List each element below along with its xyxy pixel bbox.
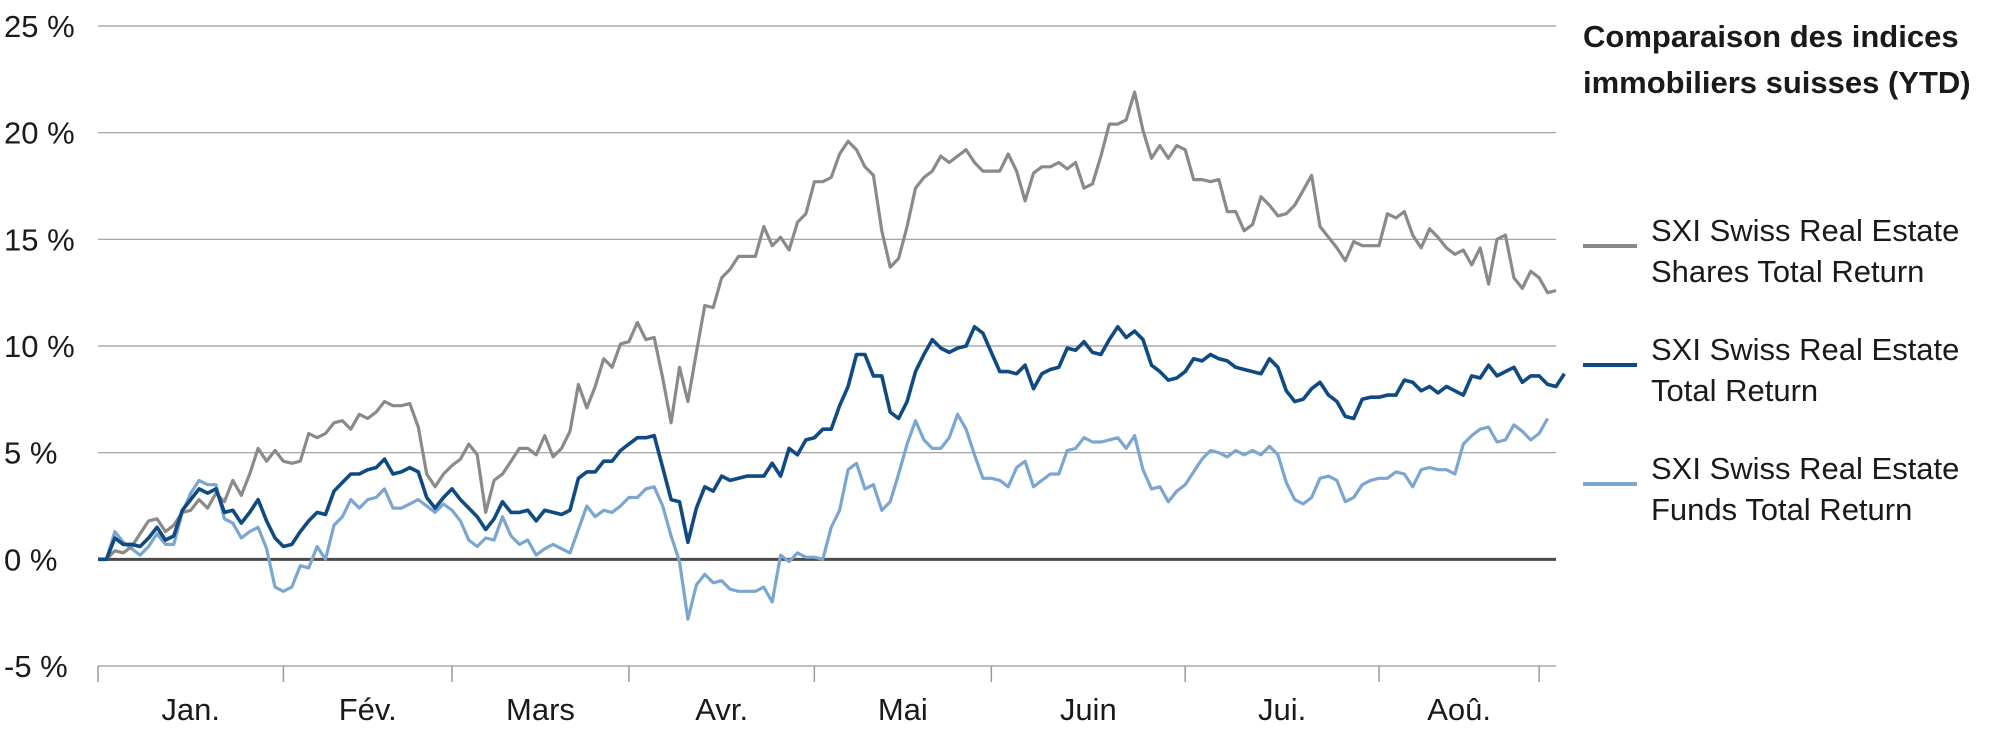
x-tick-label: Avr.	[695, 692, 748, 727]
series-line-funds	[98, 412, 1549, 621]
x-tick-label: Jui.	[1258, 692, 1306, 727]
gridlines	[98, 25, 1556, 667]
y-tick-label: 0 %	[4, 542, 57, 577]
x-tick-label: Mai	[878, 692, 928, 727]
series-lines	[98, 90, 1566, 621]
x-tick-label: Aoû.	[1427, 692, 1491, 727]
x-tick-label: Juin	[1060, 692, 1117, 727]
legend-swatch-funds	[1583, 482, 1637, 486]
legend-label-shares: SXI Swiss Real Estate Shares Total Retur…	[1651, 210, 1959, 292]
series-line-shares	[98, 90, 1557, 561]
y-tick-label: 5 %	[4, 436, 57, 471]
legend-swatch-total	[1583, 363, 1637, 367]
series-line-total	[98, 324, 1566, 562]
legend-label-total-line-2: Total Return	[1651, 373, 1819, 408]
chart-title-line-2: immobiliers suisses (YTD)	[1583, 65, 1971, 100]
chart-title-line-1: Comparaison des indices	[1583, 19, 1959, 54]
chart-title: Comparaison des indices immobiliers suis…	[1583, 14, 1993, 106]
legend-label-shares-line-1: SXI Swiss Real Estate	[1651, 213, 1960, 248]
y-tick-label: 20 %	[4, 116, 75, 151]
legend-label-funds-line-2: Funds Total Return	[1651, 492, 1913, 527]
x-tick-label: Fév.	[339, 692, 397, 727]
legend-item-funds: SXI Swiss Real Estate Funds Total Return	[1583, 448, 1993, 538]
legend-label-funds-line-1: SXI Swiss Real Estate	[1651, 451, 1960, 486]
x-tick-label: Jan.	[161, 692, 220, 727]
y-tick-label: 10 %	[4, 329, 75, 364]
x-axis: Jan. Fév. Mars Avr. Mai Juin Jui. Aoû.	[97, 666, 1540, 727]
legend-label-total-line-1: SXI Swiss Real Estate	[1651, 332, 1960, 367]
legend-label-total: SXI Swiss Real Estate Total Return	[1651, 329, 1959, 411]
x-tick-label: Mars	[506, 692, 575, 727]
legend-swatch-shares	[1583, 244, 1637, 248]
legend-label-funds: SXI Swiss Real Estate Funds Total Return	[1651, 448, 1959, 530]
y-tick-label: -5 %	[4, 649, 68, 684]
legend-item-shares: SXI Swiss Real Estate Shares Total Retur…	[1583, 210, 1993, 300]
y-tick-label: 15 %	[4, 222, 75, 257]
y-tick-label: 25 %	[4, 9, 75, 44]
legend-label-shares-line-2: Shares Total Return	[1651, 254, 1925, 289]
legend-item-total: SXI Swiss Real Estate Total Return	[1583, 329, 1993, 419]
y-axis-tick-labels: -5 % 0 % 5 % 10 % 15 % 20 % 25 %	[4, 9, 75, 684]
